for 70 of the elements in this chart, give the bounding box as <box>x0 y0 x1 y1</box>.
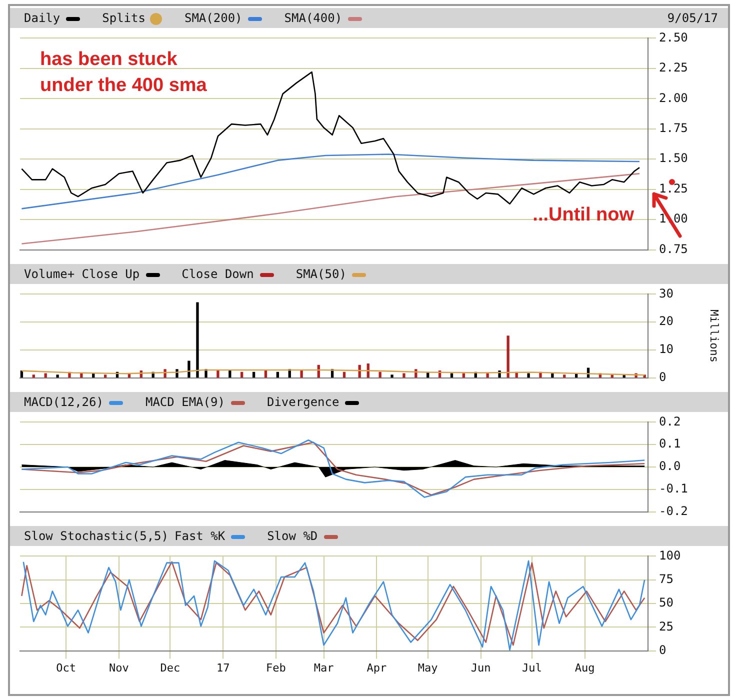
bar <box>188 360 190 378</box>
annotation: ...Until now <box>532 204 634 226</box>
x-tick-label: 17 <box>216 661 230 674</box>
bar <box>390 374 394 378</box>
bar <box>56 374 59 378</box>
bar <box>527 373 530 378</box>
legend-label: SMA(50) <box>296 267 348 281</box>
bar <box>378 372 382 378</box>
legend-label: Close Down <box>182 267 255 281</box>
y-tick-label: 1.50 <box>659 151 688 166</box>
legend-label: MACD(12,26) <box>24 395 104 409</box>
legend-label: SMA(200) <box>184 11 244 25</box>
y-tick-label: 1.75 <box>659 121 688 136</box>
legend-label: SMA(400) <box>284 11 344 25</box>
y-tick-label: 25 <box>659 619 674 634</box>
legend-label: MACD EMA(9) <box>145 395 226 409</box>
y-axis-title: Millions <box>708 310 721 362</box>
x-tick-label: Nov <box>109 661 130 674</box>
x-tick-label: Jul <box>522 661 542 674</box>
y-tick-label: 2.25 <box>659 60 688 75</box>
text: 9/05/17 <box>667 10 718 27</box>
y-tick-label: 1.25 <box>659 181 688 196</box>
y-tick-label: 50 <box>659 596 674 610</box>
bar <box>228 370 232 378</box>
x-tick-label: Feb <box>266 661 286 674</box>
bar <box>402 373 406 378</box>
bar <box>32 374 35 378</box>
annotation: has been stuck under the 400 sma <box>40 48 208 96</box>
bar <box>216 370 220 378</box>
chart-title: Slow Stochastic(5,5) <box>24 529 168 543</box>
bar <box>196 302 199 378</box>
bar <box>276 372 280 378</box>
y-tick-label: 0.2 <box>659 414 681 428</box>
x-tick-label: Oct <box>56 661 76 674</box>
legend-label: Fast %K <box>174 529 226 543</box>
x-tick-label: Mar <box>314 661 334 674</box>
legend-label: Slow %D <box>267 529 319 543</box>
x-tick-label: Aug <box>574 661 595 674</box>
y-tick-label: 100 <box>659 548 681 562</box>
y-tick-label: 20 <box>659 314 674 328</box>
x-tick-label: Jun <box>470 661 491 674</box>
legend-label: Daily <box>24 11 62 25</box>
y-tick-label: -0.1 <box>659 482 688 496</box>
bar <box>252 372 256 378</box>
legend-label: Divergence <box>266 395 340 409</box>
y-tick-label: 0 <box>659 370 666 384</box>
y-tick-label: 0.0 <box>659 459 681 474</box>
bar <box>506 336 510 378</box>
bar <box>80 373 83 378</box>
bar <box>104 374 107 378</box>
x-tick-label: Dec <box>160 661 180 674</box>
y-tick-label: 0 <box>659 642 666 657</box>
bar <box>551 373 554 378</box>
bar <box>342 372 346 378</box>
bar <box>240 372 244 378</box>
legend-label: Volume+ Close Up <box>24 267 141 281</box>
bar <box>563 374 566 378</box>
y-tick-label: 30 <box>659 286 674 300</box>
y-tick-label: 2.50 <box>659 30 688 44</box>
text: Splits <box>102 11 146 25</box>
x-tick-label: Apr <box>366 661 387 674</box>
y-tick-label: 0.75 <box>659 242 688 256</box>
y-tick-label: 2.00 <box>659 90 688 105</box>
bar <box>300 370 303 378</box>
y-tick-label: 10 <box>659 342 674 356</box>
x-tick-label: May <box>418 661 438 674</box>
y-tick-label: -0.2 <box>659 504 688 518</box>
y-tick-label: 0.1 <box>659 436 681 451</box>
bar <box>264 370 268 378</box>
y-tick-label: 75 <box>659 572 674 586</box>
